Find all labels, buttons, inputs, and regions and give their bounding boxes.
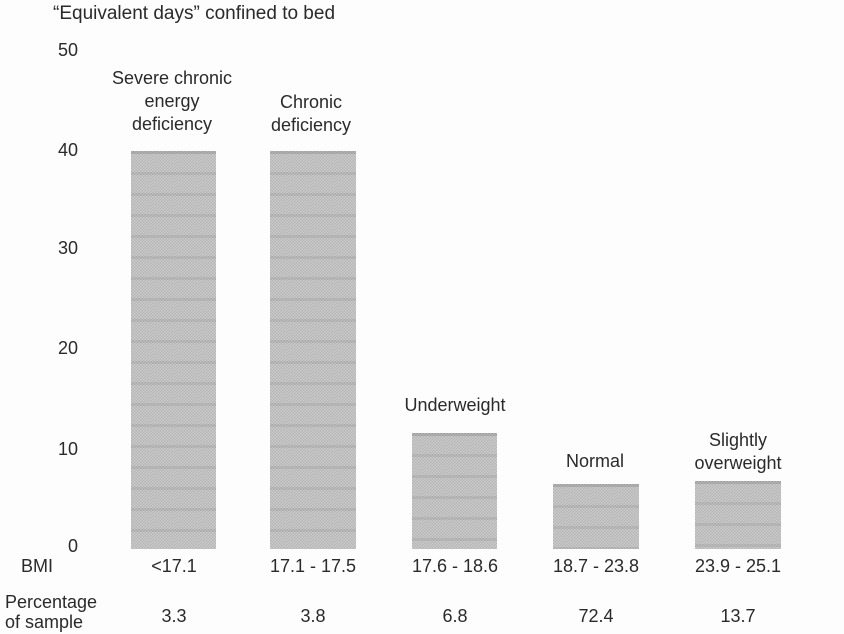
bmi-range-value: 18.7 - 23.8 <box>552 556 640 576</box>
y-axis-tick-30: 30 <box>57 238 78 258</box>
bar-underweight <box>412 433 497 549</box>
percentage-row-label-line: Percentage <box>5 592 98 612</box>
bar-chronic-deficiency <box>270 151 356 549</box>
category-label-line: Underweight <box>404 395 506 415</box>
percent-of-sample-value: 6.8 <box>442 606 468 626</box>
percentage-row-label-line: of sample <box>5 612 84 632</box>
bmi-range-value: <17.1 <box>151 556 197 576</box>
bar-slightly-overweight <box>695 481 781 549</box>
y-axis-tick-10: 10 <box>57 439 78 459</box>
category-label-line: Normal <box>565 451 624 471</box>
category-label-line: deficiency <box>131 114 213 134</box>
y-axis-tick-0: 0 <box>67 536 78 556</box>
category-label-line: energy <box>144 91 200 111</box>
percent-of-sample-value: 3.3 <box>161 606 187 626</box>
category-label-slightly-overweight: Slightly overweight <box>628 429 844 475</box>
percent-of-sample-value: 13.7 <box>720 606 756 626</box>
percent-of-sample-value: 3.8 <box>300 606 326 626</box>
bmi-range-value: 17.6 - 18.6 <box>411 556 499 576</box>
category-label-chronic-deficiency: Chronic deficiency <box>201 91 421 137</box>
category-label-line: overweight <box>694 453 782 473</box>
y-axis-tick-50: 50 <box>57 40 78 60</box>
bmi-range-value: 23.9 - 25.1 <box>694 556 782 576</box>
y-axis-tick-40: 40 <box>57 140 78 160</box>
category-label-line: Slightly <box>708 430 768 450</box>
category-label-severe-chronic-energy-deficiency: Severe chronic energy deficiency <box>62 67 282 136</box>
bmi-range-value: 17.1 - 17.5 <box>269 556 357 576</box>
bar-normal <box>553 484 639 549</box>
percentage-row-label: Percentage of sample <box>5 592 97 632</box>
category-label-line: Chronic <box>279 92 343 112</box>
category-label-line: deficiency <box>270 115 352 135</box>
percent-of-sample-value: 72.4 <box>578 606 614 626</box>
bmi-row-label: BMI <box>21 556 54 576</box>
category-label-normal: Normal <box>485 450 705 473</box>
category-label-line: Severe chronic <box>111 68 233 88</box>
y-axis-tick-20: 20 <box>57 338 78 358</box>
category-label-underweight: Underweight <box>345 394 565 417</box>
bar-severe-chronic-energy-deficiency <box>131 151 216 549</box>
chart-title: “Equivalent days” confined to bed <box>53 3 336 24</box>
